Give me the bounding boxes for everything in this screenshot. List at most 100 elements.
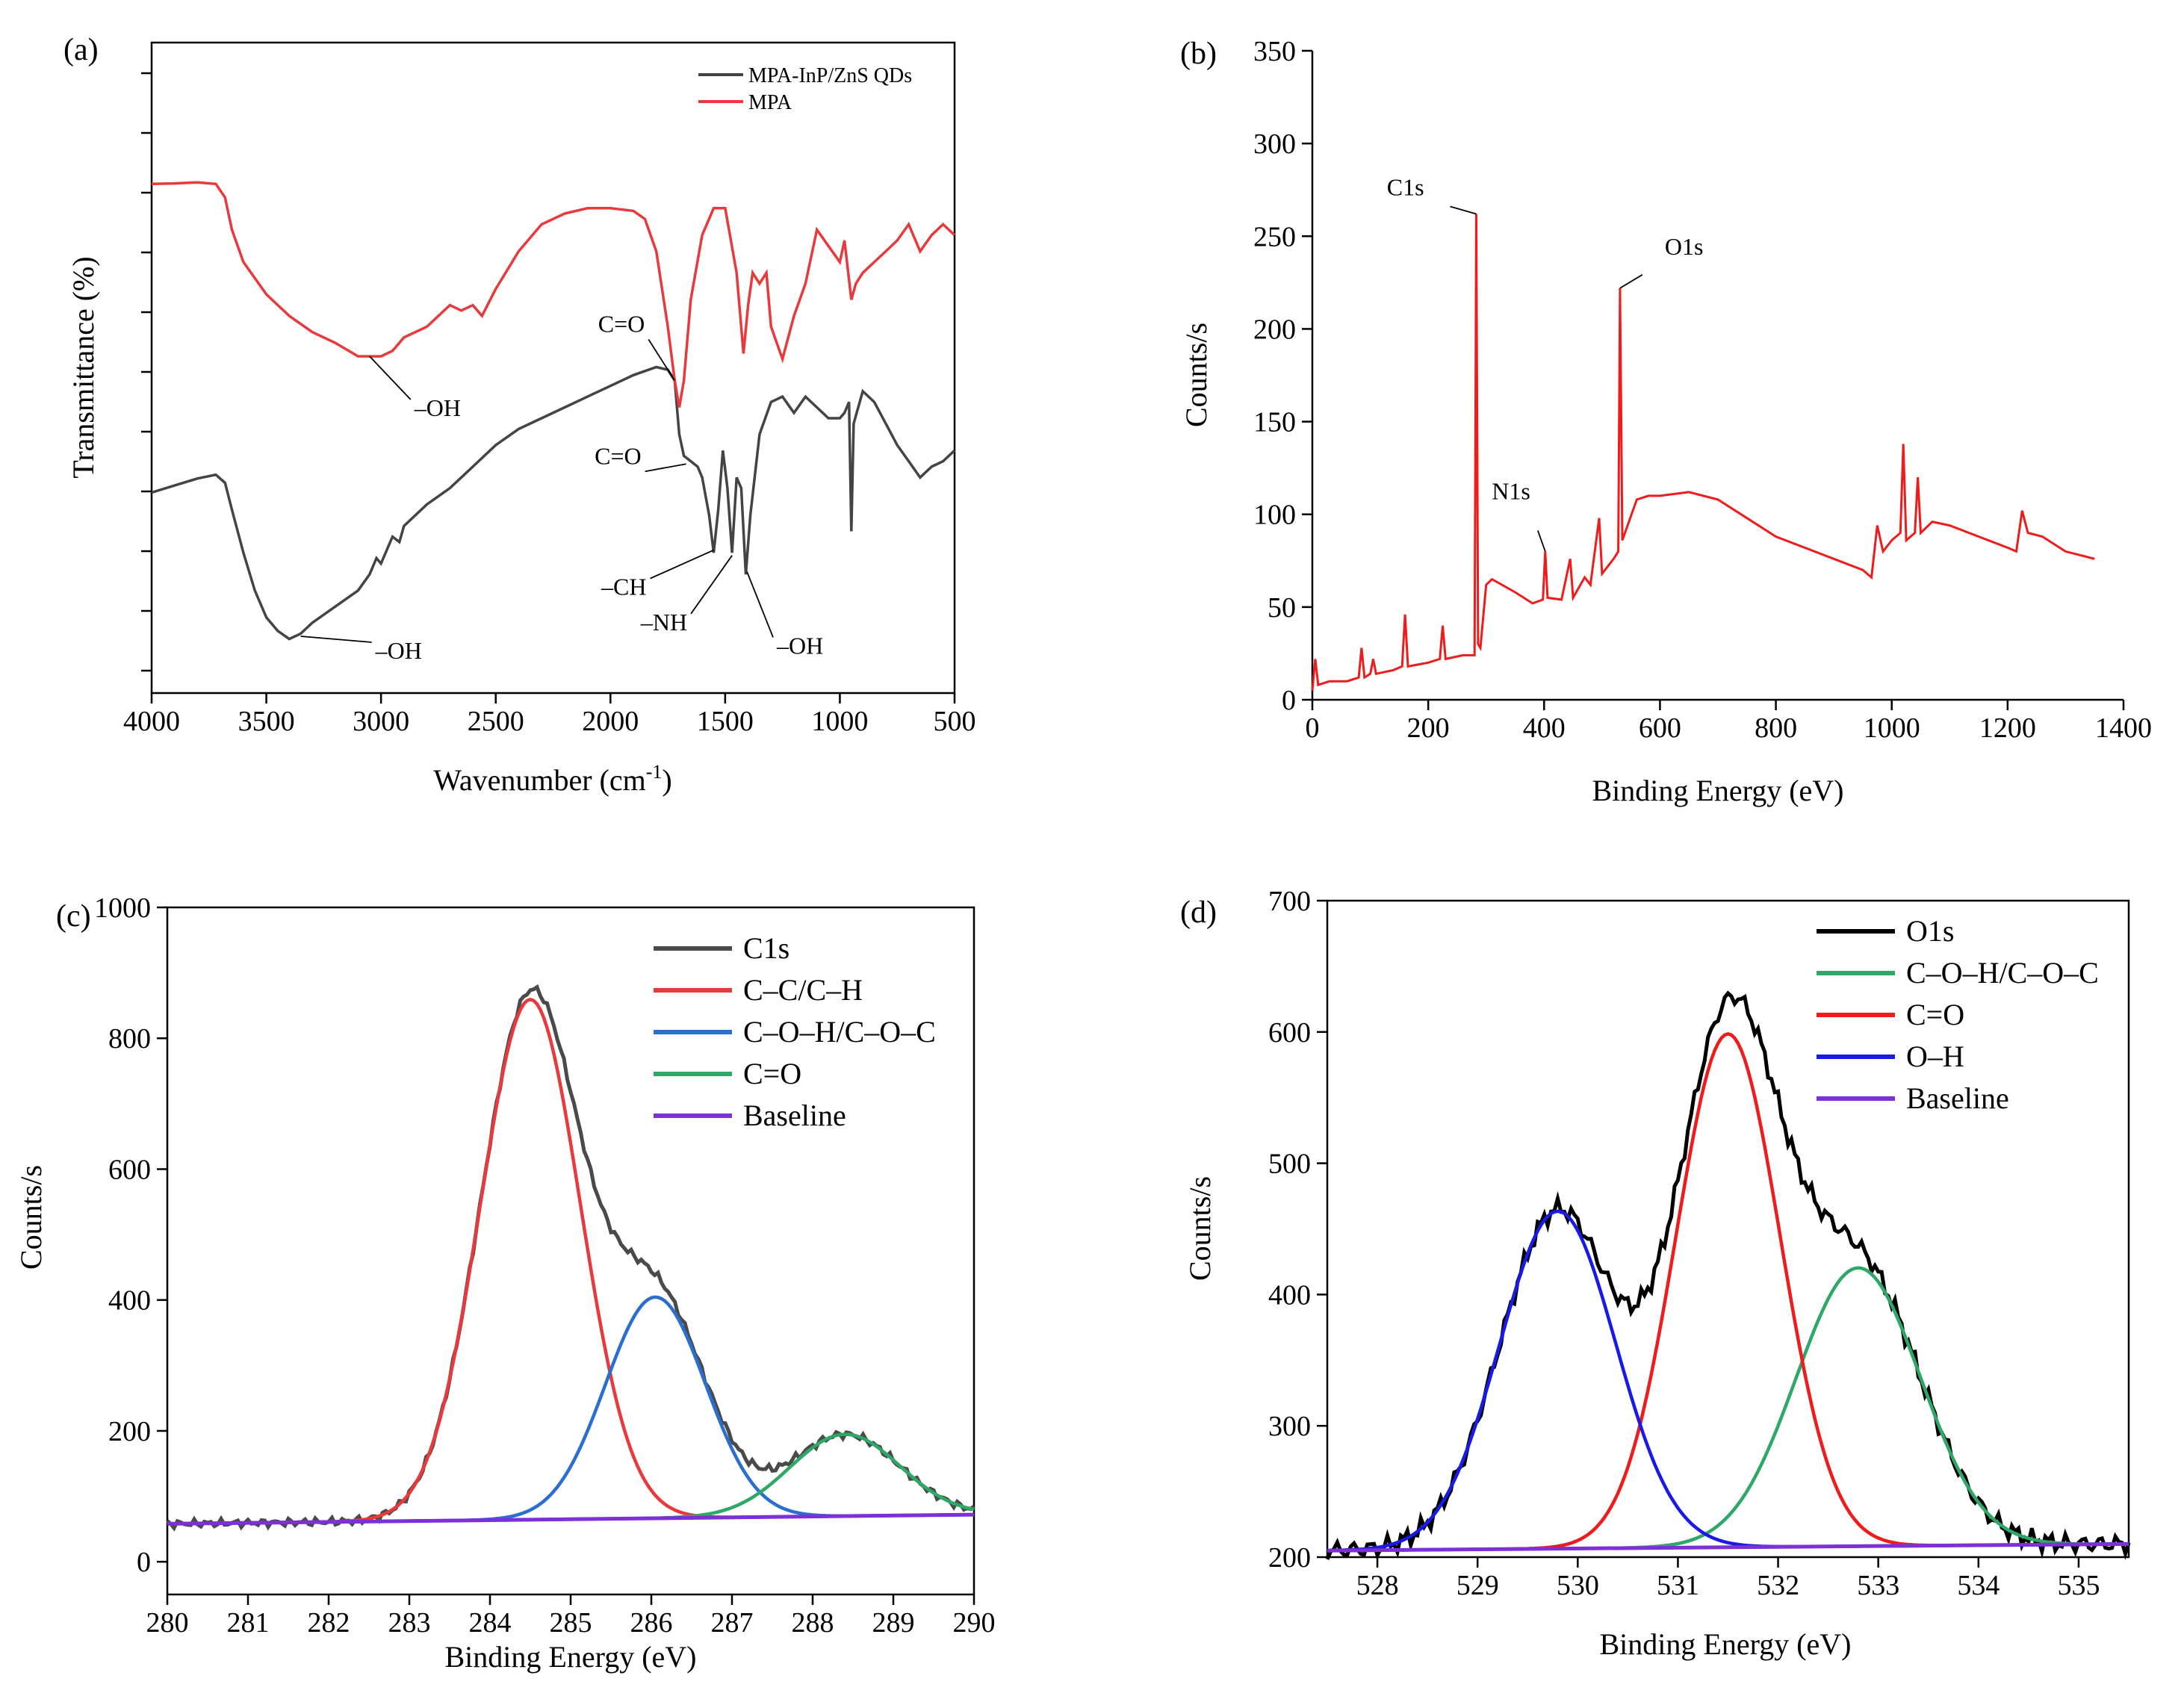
panel-c-ytick-label-400: 400 [108,1285,151,1317]
annotation-label-c1s: C1s [1387,173,1424,200]
series-mpa [151,181,956,408]
panel-b-x-ticks: 0 200 400 600 800 1000 1200 1400 [1306,700,2152,744]
panel-d-ytick-label-500: 500 [1268,1149,1311,1180]
panel-d-ylabel: Counts/s [1183,1176,1217,1281]
panel-c-xtick-label-283: 283 [388,1607,431,1639]
annotation-label-c-o-2: C=O [595,442,642,469]
panel-a-xtick-label-1500: 1500 [697,706,754,737]
panel-c-ytick-label-600: 600 [108,1154,151,1185]
panel-c-xtick-label-285: 285 [550,1607,592,1639]
panel-c-xtick-label-280: 280 [146,1607,189,1639]
panel-d-xtick-label-530: 530 [1557,1570,1599,1601]
panel-d-ytick-label-200: 200 [1268,1542,1311,1574]
panel-d-ytick-label-300: 300 [1268,1411,1311,1442]
panel-d-xtick-label-535: 535 [2057,1570,2100,1601]
legend-label-c1s: C1s [743,931,789,965]
annotation-label-oh-0: –OH [414,394,461,421]
panel-b-xtick-label-1200: 1200 [1979,712,2036,744]
panel-d-o1s: (d) 200 300 400 500 600 700 528 529 530 531 532 53… [1180,886,2131,1661]
panel-d-ytick-label-700: 700 [1268,886,1311,917]
panel-b-ytick-label-100: 100 [1253,500,1296,531]
annotation-label-oh-6: –OH [776,632,823,659]
panel-d-legend: O1s C–O–H/C–O–C C=O O–H Baseline [1817,914,2099,1115]
annotation-label-ch-4: –CH [601,574,646,600]
panel-b-xlabel: Binding Energy (eV) [1592,774,1844,807]
series-baseline [1327,1541,2129,1553]
panel-c-ytick-label-1000: 1000 [94,892,151,924]
panel-b-ytick-label-0: 0 [1282,685,1296,716]
panel-b-xtick-label-1400: 1400 [2095,712,2152,744]
panel-d-xtick-label-528: 528 [1356,1570,1399,1601]
panel-d-label: (d) [1180,895,1217,930]
panel-b-ytick-label-300: 300 [1253,128,1296,160]
panel-b-y-ticks: 0 50 100 150 200 250 300 350 [1253,36,1312,716]
panel-b-xps-survey: (b) 0 50 100 150 200 250 300 350 0 200 400 600 800 1… [1179,36,2152,807]
panel-b-xtick-label-600: 600 [1639,712,1681,744]
annotation-leader-n1s [1536,530,1546,552]
legend-label-o-h: O–H [1906,1040,1964,1073]
annotation-label-n1s: N1s [1492,477,1530,504]
panel-b-xtick-label-200: 200 [1407,712,1450,744]
annotation-leader-o1s [1619,274,1643,289]
legend-label-c-o-h-c-o-c: C–O–H/C–O–C [743,1015,936,1049]
series-baseline [167,1512,975,1526]
legend-label-c-o-h-c-o-c: C–O–H/C–O–C [1906,956,2099,990]
panel-d-xtick-label-534: 534 [1957,1570,2000,1601]
panel-c-x-ticks: 280 281 282 283 284 285 286 287 288 289 290 [146,1594,996,1639]
panel-a-xtick-label-4000: 4000 [123,706,180,737]
panel-c-series [166,984,975,1532]
panel-b-ytick-label-350: 350 [1253,36,1296,67]
annotation-leader-6 [746,571,774,638]
panel-a-annotations: –OH C=O C=O –OH –CH –NH –OH [300,311,823,664]
series-mpa-inp-zns-qds [151,365,956,641]
panel-d-xtick-label-532: 532 [1757,1570,1799,1601]
panel-d-frame [1326,899,2130,1559]
panel-a-xlabel-main: Wavenumber (cm [433,763,645,797]
panel-a-xlabel-sup: -1 [646,761,663,783]
panel-c-xtick-label-287: 287 [711,1607,754,1639]
panel-c-xtick-label-284: 284 [469,1607,512,1639]
panel-b-xtick-label-1000: 1000 [1864,712,1920,744]
panel-b-xtick-label-0: 0 [1306,712,1320,744]
panel-b-xtick-label-400: 400 [1523,712,1566,744]
panel-a-xtick-label-3500: 3500 [238,706,295,737]
panel-a-series [151,181,956,641]
annotation-leader-4 [650,549,714,580]
panel-a-xtick-label-1000: 1000 [811,706,868,737]
panel-b-ytick-label-150: 150 [1253,407,1296,438]
panel-c-xtick-label-286: 286 [630,1607,673,1639]
annotation-label-o1s: O1s [1665,233,1704,260]
panel-a-x-ticks: 4000 3500 3000 2500 2000 1500 1000 500 [123,693,976,737]
panel-b-label: (b) [1180,37,1217,71]
panel-a-xtick-label-2500: 2500 [468,706,524,737]
panel-d-ytick-label-400: 400 [1268,1279,1311,1311]
legend-label-mpa: MPA [748,91,792,114]
series-survey [1311,214,2095,691]
panel-d-xtick-label-529: 529 [1456,1570,1499,1601]
panel-c-xtick-label-289: 289 [872,1607,915,1639]
panel-d-xtick-label-533: 533 [1857,1570,1899,1601]
panel-d-x-ticks: 528 529 530 531 532 533 534 535 [1356,1557,2100,1601]
panel-a-y-ticks [141,72,152,672]
panel-a-ftir: (a) 4000 3500 3000 2500 2000 1500 1000 500 –OH C… [63,33,976,797]
annotation-label-c-o-1: C=O [598,311,645,338]
legend-label-c-o: C=O [1906,998,1964,1031]
legend-label-qds: MPA-InP/ZnS QDs [748,64,912,87]
panel-c-ytick-label-800: 800 [108,1023,151,1055]
panel-d-xtick-label-531: 531 [1657,1570,1699,1601]
panel-c-c1s: (c) 0 200 400 600 800 1000 280 281 282 283 284 285… [14,892,996,1674]
annotation-leader-3 [300,636,372,643]
panel-d-series [1325,990,2131,1561]
panel-c-xtick-label-281: 281 [227,1607,270,1639]
legend-label-baseline: Baseline [743,1099,846,1132]
panel-a-frame [150,41,956,695]
panel-d-y-ticks: 200 300 400 500 600 700 [1268,886,1327,1574]
panel-a-xtick-label-500: 500 [934,706,976,737]
legend-label-o1s: O1s [1906,914,1954,948]
panel-b-ylabel: Counts/s [1179,323,1213,427]
panel-c-xlabel: Binding Energy (eV) [445,1640,697,1674]
panel-a-xtick-label-3000: 3000 [353,706,409,737]
panel-c-y-ticks: 0 200 400 600 800 1000 [94,892,167,1578]
